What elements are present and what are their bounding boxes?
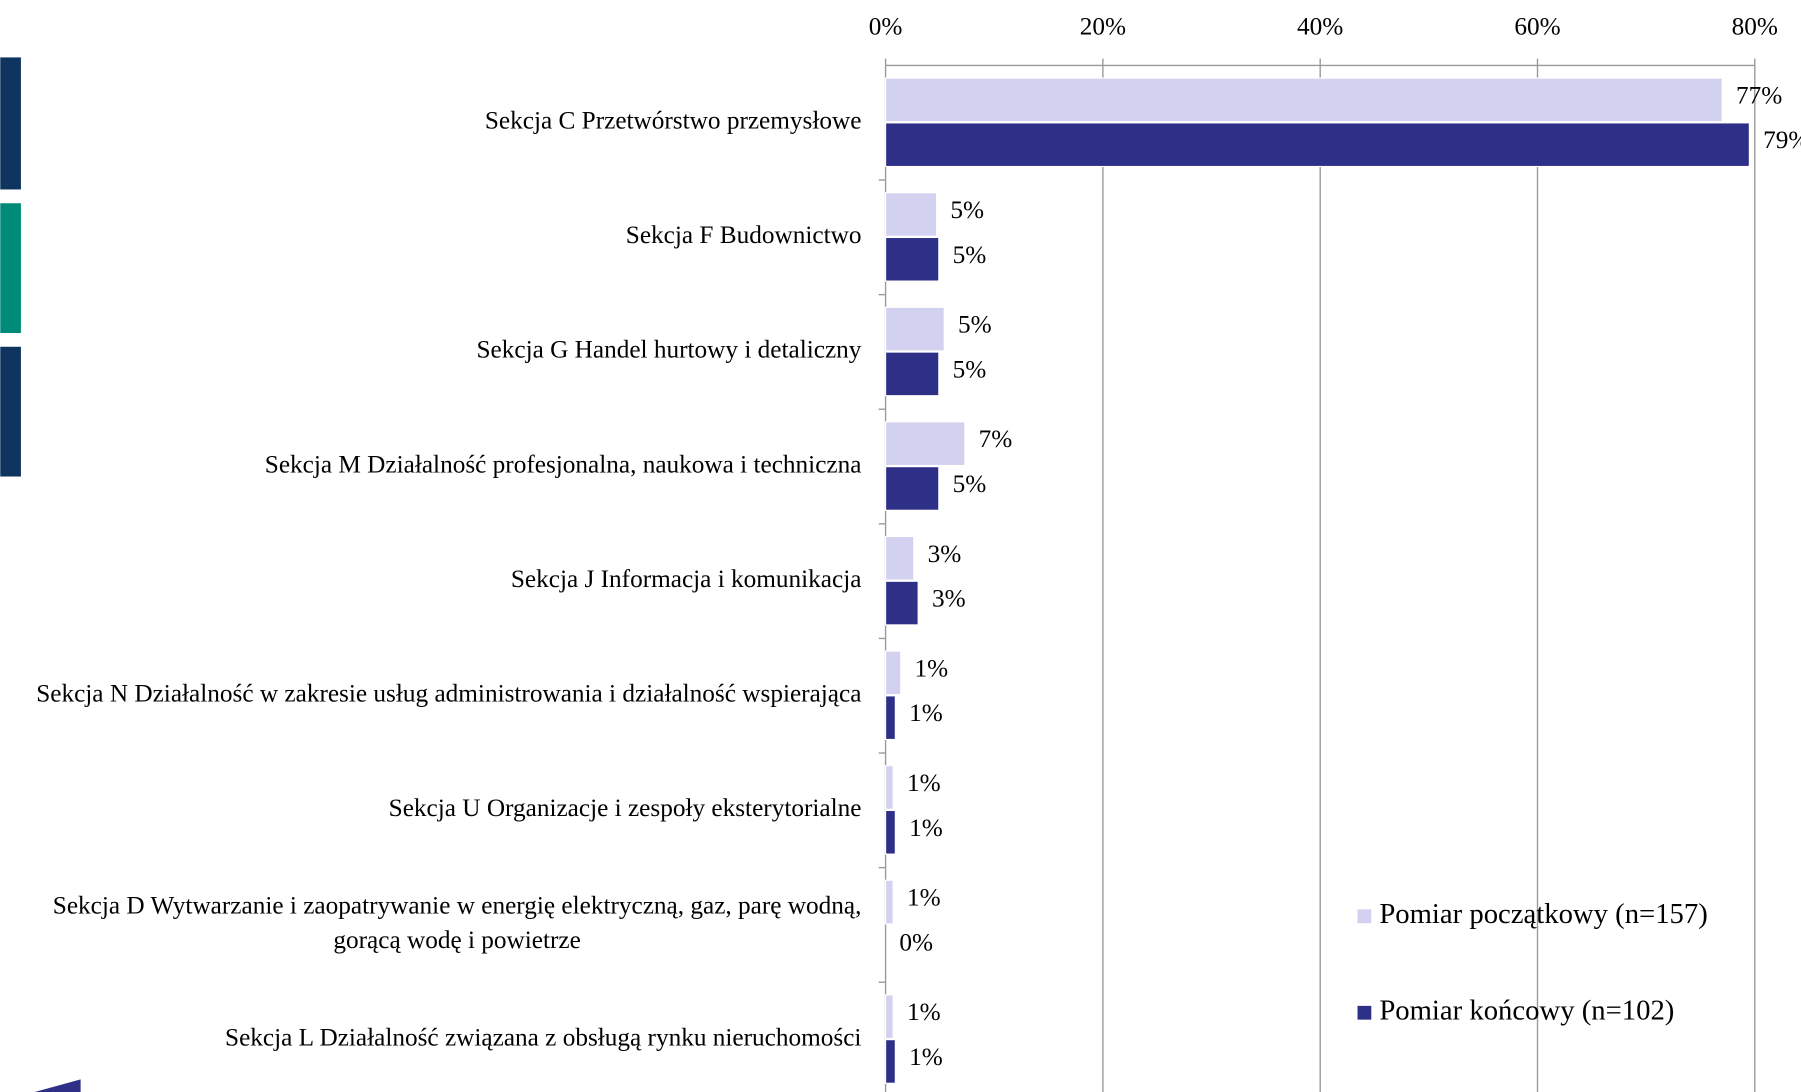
bar [884, 466, 940, 511]
bar [884, 421, 966, 467]
data-label: 1% [909, 1043, 943, 1071]
y-tick-label: Sekcja U Organizacje i zespoły eksteryto… [389, 794, 862, 822]
decor-bar [0, 57, 21, 190]
decor-triangle [34, 1079, 81, 1092]
data-label: 1% [907, 769, 941, 797]
x-tick-label: 60% [1514, 13, 1560, 41]
legend-swatch [1357, 909, 1372, 924]
data-label: 0% [899, 928, 933, 956]
y-tick-label: Sekcja G Handel hurtowy i detaliczny [477, 336, 862, 364]
data-label: 1% [907, 998, 941, 1026]
bar [884, 809, 896, 855]
data-label: 3% [928, 540, 962, 568]
data-label: 1% [909, 699, 943, 727]
x-tick-label: 0% [869, 13, 903, 41]
data-label: 5% [950, 196, 984, 224]
y-tick-label: Sekcja M Działalność profesjonalna, nauk… [265, 450, 862, 478]
x-tick-label: 80% [1732, 13, 1778, 41]
bar [884, 695, 896, 741]
data-label: 3% [932, 585, 966, 613]
legend-text: Pomiar początkowy (n=157) [1379, 898, 1707, 930]
bar [884, 879, 894, 925]
bar [884, 192, 938, 237]
decor-bar [0, 346, 21, 477]
bar [884, 236, 940, 282]
y-tick-label: Sekcja N Działalność w zakresie usług ad… [36, 680, 861, 708]
bar [884, 535, 915, 581]
data-label: 1% [909, 814, 943, 842]
data-label: 77% [1736, 81, 1782, 109]
data-label: 1% [907, 884, 941, 912]
bar [884, 306, 945, 352]
bar [884, 77, 1723, 123]
bar [884, 650, 902, 696]
decor-bar [0, 203, 21, 333]
data-label: 5% [953, 241, 987, 269]
legend-text: Pomiar końcowy (n=102) [1379, 994, 1674, 1026]
data-label: 5% [953, 470, 987, 498]
data-label: 5% [958, 311, 992, 339]
y-tick-label: Sekcja D Wytwarzanie i zaopatrywanie w e… [53, 892, 862, 954]
y-tick-label: Sekcja F Budownictwo [626, 221, 862, 249]
data-label: 79% [1763, 126, 1801, 154]
y-tick-label: Sekcja C Przetwórstwo przemysłowe [485, 107, 862, 135]
bar [884, 580, 919, 626]
data-label: 7% [979, 425, 1013, 453]
x-tick-label: 20% [1080, 13, 1126, 41]
bar [884, 122, 1750, 168]
bar [884, 351, 940, 397]
x-tick-label: 40% [1297, 13, 1343, 41]
bar [884, 994, 894, 1040]
legend-swatch [1357, 1005, 1372, 1020]
y-tick-label: Sekcja L Działalność związana z obsługą … [225, 1023, 861, 1051]
data-label: 1% [915, 654, 949, 682]
y-tick-label: Sekcja J Informacja i komunikacja [511, 565, 862, 593]
data-label: 5% [953, 355, 987, 383]
bar [884, 1039, 896, 1084]
bar [884, 765, 894, 810]
